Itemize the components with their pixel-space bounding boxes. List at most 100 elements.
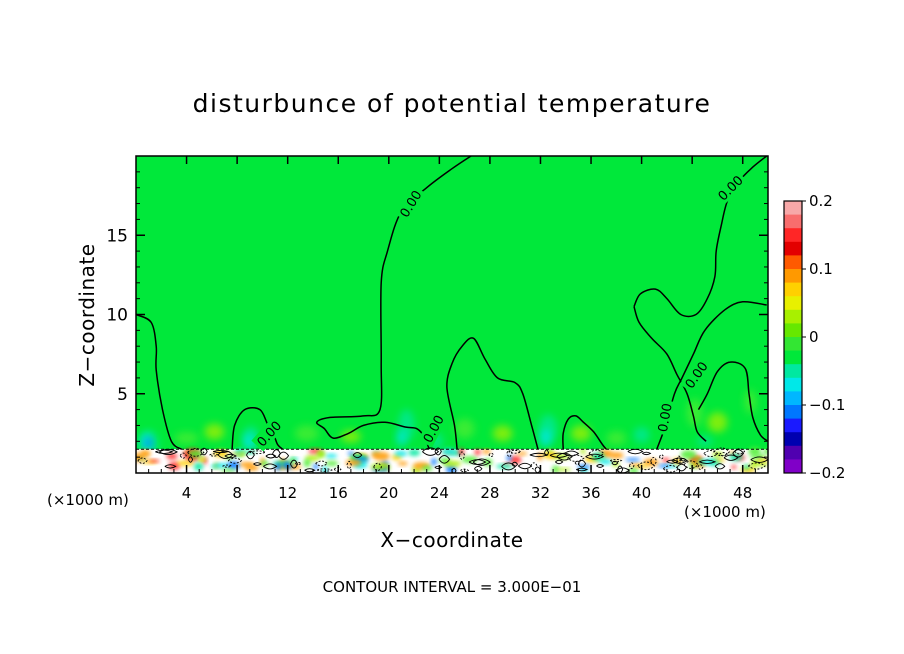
colorbar-tick-label: 0.2 xyxy=(809,192,833,210)
field-blob xyxy=(204,423,225,440)
surface-contour xyxy=(458,451,466,460)
surface-contour xyxy=(703,450,719,458)
surface-contour xyxy=(544,449,550,456)
zero-contour xyxy=(562,415,607,450)
surface-contour xyxy=(506,449,513,458)
surface-contour xyxy=(187,456,194,463)
x-unit-right: (×1000 m) xyxy=(684,503,766,521)
field-blob xyxy=(492,425,513,442)
surface-blob xyxy=(441,448,456,456)
surface-blob xyxy=(556,468,572,472)
contour-label-bg xyxy=(679,356,713,394)
surface-contour xyxy=(719,452,729,457)
colorbar-swatch xyxy=(784,405,802,420)
surface-contour xyxy=(460,468,470,473)
surface-blob xyxy=(148,459,161,463)
surface-blob xyxy=(220,468,236,473)
surface-blob xyxy=(496,464,513,469)
x-tick-label: 40 xyxy=(632,484,651,502)
field-blob xyxy=(606,431,627,446)
colorbar-swatch xyxy=(784,350,802,365)
x-tick-label: 24 xyxy=(430,484,449,502)
surface-blob xyxy=(693,456,702,460)
surface-contour xyxy=(315,460,328,467)
colorbar-tick-label: −0.1 xyxy=(809,396,845,414)
surface-blob xyxy=(431,458,437,466)
surface-blob xyxy=(213,449,229,458)
surface-contour xyxy=(422,447,440,456)
surface-contour xyxy=(577,459,587,468)
surface-blob xyxy=(188,449,203,458)
surface-blob xyxy=(750,459,759,468)
field-blobs xyxy=(138,389,757,459)
surface-contour xyxy=(333,467,342,472)
surface-contour xyxy=(253,462,262,466)
surface-contour xyxy=(609,458,623,463)
surface-blob xyxy=(446,464,457,473)
surface-contour xyxy=(434,447,442,456)
x-tick-label: 32 xyxy=(531,484,550,502)
surface-contour xyxy=(518,462,533,470)
x-tick-label: 28 xyxy=(480,484,499,502)
field-blob xyxy=(174,432,199,445)
surface-contour xyxy=(574,460,581,466)
surface-blob xyxy=(345,459,362,466)
colorbar-tick-label: 0 xyxy=(809,328,819,346)
surface-contour xyxy=(352,452,363,459)
surface-blob xyxy=(625,457,641,462)
colorbar-swatch xyxy=(784,418,802,433)
surface-blob xyxy=(552,465,560,473)
surface-blob xyxy=(316,450,325,458)
colorbar-tick-label: −0.2 xyxy=(809,464,845,482)
surface-blob xyxy=(763,448,768,455)
field-blob xyxy=(707,412,728,433)
surface-contour xyxy=(713,447,730,457)
colorbar-swatch xyxy=(784,364,802,379)
zero-contour xyxy=(446,337,539,450)
surface-contour xyxy=(563,450,580,457)
surface-blob xyxy=(509,455,522,465)
contour-label-bg xyxy=(251,415,287,452)
surface-blob xyxy=(198,457,204,463)
field-blob xyxy=(340,430,361,443)
surface-contour xyxy=(529,452,549,458)
y-axis: 5 10 15 xyxy=(106,171,768,458)
surface-contour xyxy=(596,464,605,468)
surface-contour xyxy=(723,454,739,461)
surface-contour xyxy=(217,450,234,460)
surface-contour xyxy=(155,449,174,455)
surface-contour xyxy=(637,461,656,471)
surface-blob xyxy=(421,465,433,472)
surface-blob xyxy=(580,449,586,454)
surface-contour xyxy=(508,449,523,454)
surface-contour xyxy=(617,465,624,473)
surface-contour xyxy=(511,461,519,467)
colorbar-swatch xyxy=(784,432,802,447)
x-tick-label: 12 xyxy=(278,484,297,502)
surface-contour xyxy=(642,451,652,456)
colorbar-swatch xyxy=(784,296,802,311)
surface-blob xyxy=(371,451,379,457)
colorbar-swatch xyxy=(784,377,802,392)
field-blob xyxy=(539,429,552,448)
zero-contour xyxy=(633,306,707,442)
surface-contour xyxy=(588,449,605,458)
colorbar-swatch xyxy=(784,228,802,243)
surface-contour xyxy=(474,465,483,472)
colorbar: 0.2 0.1 0 −0.1 −0.2 xyxy=(783,192,845,482)
surface-contour xyxy=(567,454,585,462)
y-tick-label: 5 xyxy=(117,385,128,405)
colorbar-swatch xyxy=(784,269,802,284)
surface-contour xyxy=(549,452,569,458)
surface-blob xyxy=(193,462,204,471)
surface-contour xyxy=(555,459,564,465)
field-blob xyxy=(454,418,475,439)
surface-blob xyxy=(370,463,386,471)
surface-contour xyxy=(278,451,290,460)
surface-blob xyxy=(321,466,328,473)
surface-contour xyxy=(585,453,605,460)
surface-blob xyxy=(680,450,697,460)
surface-blob xyxy=(481,449,491,454)
surface-contour xyxy=(290,459,299,469)
chart-title: disturbunce of potential temperature xyxy=(193,89,712,118)
